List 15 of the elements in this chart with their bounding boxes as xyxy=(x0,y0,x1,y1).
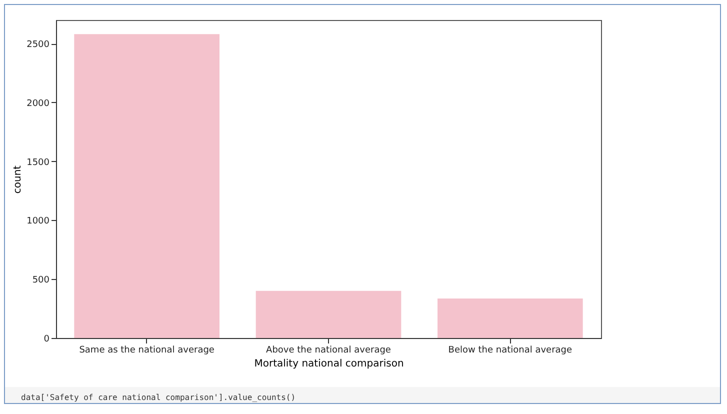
y-tick-label: 0 xyxy=(44,334,50,344)
y-tick-label: 2500 xyxy=(26,40,50,50)
x-tick-label: Above the national average xyxy=(266,346,392,356)
y-tick-label: 500 xyxy=(32,276,50,286)
y-tick-label: 2000 xyxy=(26,98,50,109)
bar xyxy=(256,290,402,338)
bar xyxy=(438,298,583,338)
x-tick-label: Same as the national average xyxy=(79,346,215,356)
y-tick-label: 1000 xyxy=(26,216,50,227)
bar xyxy=(74,34,220,338)
text: data['Safety of care national comparison'].value_counts() xyxy=(20,392,297,404)
y-axis-title: count xyxy=(12,165,24,194)
x-tick-label: Below the national average xyxy=(448,346,573,356)
y-tick-label: 1500 xyxy=(26,158,50,168)
x-axis-title: Mortality national comparison xyxy=(254,358,404,370)
